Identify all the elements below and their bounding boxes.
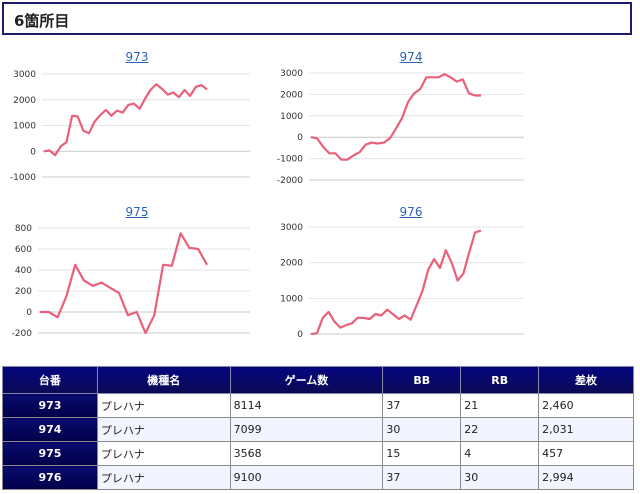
chart-973: 973 3000 2000 1000 0 -1000: [2, 50, 272, 200]
y-tick-label: 600: [15, 245, 32, 255]
chart-title-976[interactable]: 976: [399, 205, 423, 219]
y-tick-label: 800: [15, 224, 32, 234]
cell-game-count: 3568: [229, 441, 384, 466]
cell-machine-number: 973: [2, 393, 98, 418]
cell-bb: 37: [382, 465, 462, 490]
y-tick-label: 0: [26, 308, 32, 318]
table-row: 975 プレハナ 3568 15 4 457: [2, 441, 634, 466]
header-machine-number: 台番: [2, 366, 98, 394]
cell-rb: 21: [460, 393, 540, 418]
cell-difference: 2,031: [538, 417, 634, 442]
y-tick-label: -2000: [277, 176, 303, 186]
cell-difference: 2,460: [538, 393, 634, 418]
cell-bb: 15: [382, 441, 462, 466]
section-title: 6箇所目: [14, 12, 70, 30]
chart-title-975[interactable]: 975: [125, 205, 149, 219]
cell-model-name: プレハナ: [96, 465, 231, 490]
chart-973-svg: 3000 2000 1000 0 -1000: [10, 70, 250, 183]
y-tick-label: 200: [15, 287, 32, 297]
chart-974-svg: 3000 2000 1000 0 -1000 -2000: [277, 69, 524, 186]
series-line: [40, 232, 208, 335]
y-tick-label: 3000: [13, 70, 36, 80]
header-rb: RB: [460, 366, 540, 394]
y-tick-label: 1000: [13, 122, 36, 132]
cell-model-name: プレハナ: [96, 417, 231, 442]
table-row: 973 プレハナ 8114 37 21 2,460: [2, 393, 634, 418]
cell-machine-number: 975: [2, 441, 98, 466]
cell-bb: 37: [382, 393, 462, 418]
section-header: 6箇所目: [2, 2, 632, 35]
cell-machine-number: 976: [2, 465, 98, 490]
cell-game-count: 8114: [229, 393, 384, 418]
chart-976-svg: 3000 2000 1000 0: [280, 223, 524, 340]
cell-model-name: プレハナ: [96, 393, 231, 418]
chart-title-973[interactable]: 973: [125, 50, 149, 64]
table-row: 974 プレハナ 7099 30 22 2,031: [2, 417, 634, 442]
y-tick-label: 2000: [13, 96, 36, 106]
cell-difference: 2,994: [538, 465, 634, 490]
chart-976: 976 3000 2000 1000 0: [276, 205, 546, 355]
series-line: [43, 83, 208, 157]
table-header-row: 台番 機種名 ゲーム数 BB RB 差枚: [2, 366, 634, 394]
y-tick-label: 3000: [280, 69, 303, 79]
y-tick-label: 0: [297, 330, 303, 340]
y-tick-label: 3000: [280, 223, 303, 233]
y-tick-label: -1000: [277, 155, 303, 165]
y-tick-label: -1000: [10, 173, 36, 183]
chart-975: 975 800 600 400 200 0 -200: [2, 205, 272, 355]
y-tick-label: 0: [297, 133, 303, 143]
table-row: 976 プレハナ 9100 37 30 2,994: [2, 465, 634, 490]
y-tick-label: 2000: [280, 259, 303, 269]
y-tick-label: 1000: [280, 112, 303, 122]
chart-975-svg: 800 600 400 200 0 -200: [12, 224, 250, 339]
header-game-count: ゲーム数: [229, 366, 384, 394]
cell-game-count: 9100: [229, 465, 384, 490]
chart-title-974[interactable]: 974: [399, 50, 423, 64]
y-tick-label: 0: [30, 147, 36, 157]
cell-model-name: プレハナ: [96, 441, 231, 466]
cell-rb: 4: [460, 441, 540, 466]
y-tick-label: 1000: [280, 294, 303, 304]
series-line: [310, 73, 481, 161]
y-tick-label: 2000: [280, 90, 303, 100]
cell-difference: 457: [538, 441, 634, 466]
cell-bb: 30: [382, 417, 462, 442]
machine-table: 台番 機種名 ゲーム数 BB RB 差枚 973 プレハナ 8114 37 21…: [2, 366, 634, 490]
header-bb: BB: [382, 366, 462, 394]
y-tick-label: 400: [15, 266, 32, 276]
cell-machine-number: 974: [2, 417, 98, 442]
header-model-name: 機種名: [96, 366, 231, 394]
series-line: [310, 229, 482, 336]
cell-rb: 30: [460, 465, 540, 490]
header-difference: 差枚: [538, 366, 634, 394]
y-tick-label: -200: [12, 329, 33, 339]
chart-974: 974 3000 2000 1000 0 -1000 -2000: [276, 50, 546, 200]
cell-game-count: 7099: [229, 417, 384, 442]
cell-rb: 22: [460, 417, 540, 442]
